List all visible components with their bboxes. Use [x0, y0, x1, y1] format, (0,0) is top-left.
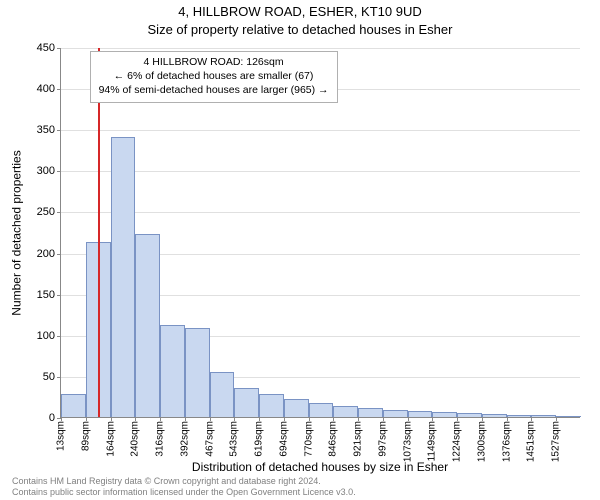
xtick-label: 1376sqm	[501, 421, 512, 462]
ytick-mark	[57, 254, 61, 255]
histogram-bar	[482, 414, 507, 417]
x-axis-title: Distribution of detached houses by size …	[60, 460, 580, 474]
marker-line	[98, 48, 100, 417]
histogram-bar	[111, 137, 136, 417]
xtick-label: 164sqm	[105, 421, 116, 457]
marker-info-box: 4 HILLBROW ROAD: 126sqm← 6% of detached …	[90, 51, 338, 103]
xtick-label: 770sqm	[303, 421, 314, 457]
chart-subtitle: Size of property relative to detached ho…	[0, 22, 600, 37]
xtick-label: 921sqm	[353, 421, 364, 457]
histogram-bar	[333, 406, 358, 418]
ytick-mark	[57, 171, 61, 172]
xtick-label: 619sqm	[254, 421, 265, 457]
histogram-bar	[358, 408, 383, 417]
xtick-label: 240sqm	[130, 421, 141, 457]
xtick-label: 1300sqm	[476, 421, 487, 462]
gridline	[61, 130, 580, 131]
gridline	[61, 48, 580, 49]
histogram-bar	[135, 234, 160, 417]
xtick-label: 1149sqm	[427, 421, 438, 461]
histogram-bar	[507, 415, 532, 417]
ytick-mark	[57, 89, 61, 90]
footer-line-2: Contains public sector information licen…	[12, 487, 356, 498]
gridline	[61, 212, 580, 213]
ytick-label: 50	[43, 371, 55, 383]
ytick-mark	[57, 48, 61, 49]
histogram-bar	[408, 411, 433, 417]
chart-footer: Contains HM Land Registry data © Crown c…	[12, 476, 356, 498]
xtick-label: 1073sqm	[402, 421, 413, 462]
property-size-chart: 4, HILLBROW ROAD, ESHER, KT10 9UD Size o…	[0, 0, 600, 500]
info-box-line: ← 6% of detached houses are smaller (67)	[99, 69, 329, 83]
xtick-label: 694sqm	[278, 421, 289, 457]
footer-line-1: Contains HM Land Registry data © Crown c…	[12, 476, 356, 487]
xtick-label: 13sqm	[56, 421, 67, 451]
xtick-label: 1527sqm	[551, 421, 562, 462]
ytick-mark	[57, 212, 61, 213]
xtick-label: 1224sqm	[452, 421, 463, 462]
xtick-label: 316sqm	[155, 421, 166, 457]
histogram-bar	[383, 410, 408, 417]
info-box-line: 4 HILLBROW ROAD: 126sqm	[99, 55, 329, 69]
xtick-label: 89sqm	[80, 421, 91, 451]
chart-title: 4, HILLBROW ROAD, ESHER, KT10 9UD	[0, 4, 600, 19]
histogram-bar	[210, 372, 235, 417]
xtick-label: 543sqm	[229, 421, 240, 457]
histogram-bar	[432, 412, 457, 417]
xtick-label: 467sqm	[204, 421, 215, 457]
histogram-bar	[259, 394, 284, 417]
histogram-bar	[556, 416, 581, 417]
histogram-bar	[61, 394, 86, 417]
xtick-label: 997sqm	[377, 421, 388, 457]
ytick-label: 450	[37, 42, 55, 54]
histogram-bar	[284, 399, 309, 417]
ytick-mark	[57, 377, 61, 378]
ytick-label: 300	[37, 165, 55, 177]
ytick-label: 0	[49, 412, 55, 424]
info-box-line: 94% of semi-detached houses are larger (…	[99, 83, 329, 97]
ytick-label: 200	[37, 248, 55, 260]
gridline	[61, 171, 580, 172]
histogram-bar	[185, 328, 210, 417]
xtick-label: 1451sqm	[526, 421, 537, 462]
histogram-bar	[531, 415, 556, 417]
ytick-label: 250	[37, 206, 55, 218]
plot-area: 05010015020025030035040045013sqm89sqm164…	[60, 48, 580, 418]
ytick-mark	[57, 130, 61, 131]
xtick-label: 846sqm	[328, 421, 339, 457]
ytick-mark	[57, 295, 61, 296]
ytick-label: 350	[37, 124, 55, 136]
histogram-bar	[457, 413, 482, 417]
ytick-label: 100	[37, 330, 55, 342]
ytick-label: 400	[37, 83, 55, 95]
histogram-bar	[234, 388, 259, 417]
ytick-label: 150	[37, 289, 55, 301]
histogram-bar	[309, 403, 334, 417]
y-axis-title: Number of detached properties	[10, 48, 24, 418]
xtick-label: 392sqm	[179, 421, 190, 457]
histogram-bar	[160, 325, 185, 417]
ytick-mark	[57, 336, 61, 337]
